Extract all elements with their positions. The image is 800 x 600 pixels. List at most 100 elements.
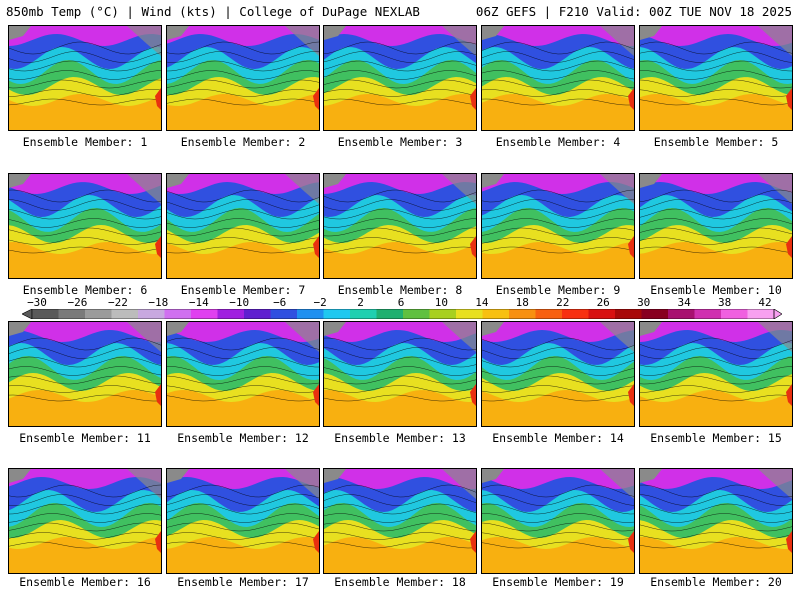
land-mask: [285, 469, 319, 499]
wind-contour-line: [324, 41, 476, 55]
colorbar-tick-label: −22: [107, 296, 128, 309]
wind-contour-line: [482, 385, 634, 393]
wind-contour-line: [167, 532, 319, 540]
wind-contour-line: [640, 41, 792, 55]
wind-contour-line: [167, 513, 319, 523]
temperature-band: [482, 26, 634, 46]
coast-warm-strip: [786, 88, 792, 110]
colorbar-tick-label: −10: [229, 296, 250, 309]
ensemble-member-label: Ensemble Member: 15: [650, 431, 782, 445]
colorbar-segment: [694, 309, 722, 319]
ensemble-member-label: Ensemble Member: 17: [177, 575, 309, 589]
wind-contour-line: [640, 60, 792, 72]
wind-contour-line: [167, 484, 319, 498]
land-mask: [640, 469, 662, 483]
ensemble-map-panel: [8, 25, 162, 131]
wind-contour-line: [9, 41, 161, 55]
colorbar-tick-label: 18: [515, 296, 529, 309]
colorbar-tick-label: 38: [717, 296, 732, 309]
wind-contour-line: [640, 385, 792, 393]
wind-contour-line: [324, 356, 476, 368]
wind-contour-line: [640, 51, 792, 63]
wind-contour-line: [324, 513, 476, 523]
colorbar-tick-label: 14: [475, 296, 489, 309]
wind-contour-line: [167, 89, 319, 97]
wind-contour-line: [640, 494, 792, 506]
temperature-band: [9, 174, 161, 194]
ensemble-member-label: Ensemble Member: 14: [492, 431, 624, 445]
colorbar-segment: [562, 309, 589, 319]
colorbar-segment: [32, 309, 59, 319]
wind-contour-line: [482, 227, 634, 237]
ensemble-map-panel: [639, 468, 793, 574]
colorbar-tick-label: 30: [637, 296, 651, 309]
land-mask: [9, 469, 31, 483]
ensemble-member-label: Ensemble Member: 12: [177, 431, 309, 445]
colorbar-segment: [58, 309, 86, 319]
wind-contour-line: [640, 237, 792, 245]
temperature-colorbar: [22, 309, 782, 319]
wind-contour-line: [167, 347, 319, 359]
wind-contour-line: [167, 60, 319, 72]
colorbar-segment: [535, 309, 563, 319]
ensemble-map-panel: [166, 173, 320, 279]
wind-contour-line: [640, 347, 792, 359]
wind-contour-line: [167, 522, 319, 532]
wind-contour-line: [9, 218, 161, 228]
colorbar-outline: [31, 309, 775, 319]
ensemble-map-panel: [323, 321, 477, 427]
ensemble-map-panel: [8, 468, 162, 574]
land-mask: [442, 26, 476, 56]
land-mask: [482, 322, 504, 336]
title-left: 850mb Temp (°C) | Wind (kts) | College o…: [6, 4, 420, 19]
coast-warm-strip: [628, 236, 634, 258]
wind-contour-line: [640, 208, 792, 220]
wind-contour-line: [324, 532, 476, 540]
land-mask: [758, 322, 792, 352]
wind-contour-line: [167, 337, 319, 351]
wind-contour-line: [482, 375, 634, 385]
land-mask: [640, 174, 662, 188]
temperature-band: [640, 469, 792, 489]
wind-contour-line: [482, 347, 634, 359]
wind-contour-line: [324, 385, 476, 393]
colorbar-segment: [482, 309, 510, 319]
temperature-band: [167, 469, 319, 489]
land-mask: [127, 322, 161, 352]
wind-contour-line: [482, 356, 634, 368]
coast-warm-strip: [628, 88, 634, 110]
coast-warm-strip: [786, 236, 792, 258]
wind-contour-line: [324, 375, 476, 385]
land-mask: [600, 322, 634, 352]
colorbar-tick-label: −26: [67, 296, 88, 309]
land-mask: [127, 469, 161, 499]
wind-contour-line: [9, 532, 161, 540]
wind-contour-line: [9, 366, 161, 376]
ensemble-member-label: Ensemble Member: 2: [180, 135, 306, 149]
land-mask: [167, 26, 189, 40]
wind-contour-line: [482, 70, 634, 80]
wind-contour-line: [167, 385, 319, 393]
wind-contour-line: [640, 503, 792, 515]
wind-contour-line: [9, 79, 161, 89]
coast-warm-strip: [313, 236, 319, 258]
wind-contour-line: [324, 199, 476, 211]
wind-contour-line: [167, 394, 319, 402]
temperature-band: [324, 174, 476, 194]
wind-contour-line: [9, 70, 161, 80]
wind-contour-line: [324, 494, 476, 506]
wind-contour-line: [324, 218, 476, 228]
ensemble-map-panel: [639, 25, 793, 131]
wind-contour-line: [9, 394, 161, 402]
temperature-band: [167, 174, 319, 194]
wind-contour-line: [640, 484, 792, 498]
coast-warm-strip: [470, 531, 476, 553]
wind-contour-line: [9, 484, 161, 498]
land-mask: [285, 26, 319, 56]
land-mask: [600, 26, 634, 56]
colorbar-segment: [747, 309, 775, 319]
colorbar-segment: [191, 309, 218, 319]
land-mask: [758, 26, 792, 56]
temperature-band: [482, 174, 634, 194]
coast-warm-strip: [470, 384, 476, 406]
